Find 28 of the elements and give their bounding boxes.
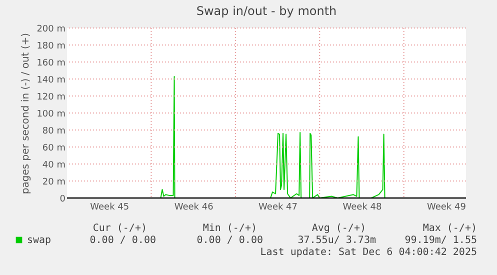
y-tick-label: 80 m (42, 126, 66, 136)
y-tick-label: 60 m (42, 144, 66, 154)
y-tick-label: 0 (60, 194, 66, 204)
text: 0.00 / 0.00 (196, 235, 263, 246)
text: Min (-/+) (202, 223, 257, 234)
text: Max (-/+) (422, 223, 477, 234)
text: Cur (-/+) (92, 223, 147, 234)
x-tick-label: Week 45 (90, 202, 130, 212)
text: 0.00 / 0.00 (90, 235, 156, 246)
y-tick-label: 100 m (36, 110, 66, 120)
x-tick-label: Week 46 (174, 202, 214, 212)
text: 37.55u/ 3.73m (298, 235, 376, 246)
x-tick-label: Week 48 (342, 202, 382, 212)
y-tick-label: 40 m (42, 160, 66, 170)
text: 99.19m/ 1.55 (404, 235, 477, 246)
y-tick-label: 120 m (36, 92, 66, 102)
text: Last update: Sat Dec 6 04:00:42 2025 (260, 247, 477, 258)
legend-label: swap (27, 235, 52, 246)
y-tick-label: 180 m (36, 42, 66, 52)
y-axis-title: pages per second in (-) / out (+) (20, 32, 32, 194)
chart-title: Swap in/out - by month (196, 4, 337, 18)
y-tick-label: 140 m (36, 76, 66, 86)
y-tick-label: 20 m (42, 178, 66, 188)
x-tick-label: Week 47 (258, 202, 298, 212)
text: Avg (-/+) (312, 223, 366, 234)
y-tick-label: 200 m (36, 24, 66, 34)
x-tick-label: Week 49 (426, 202, 466, 212)
y-tick-label: 160 m (36, 58, 66, 68)
